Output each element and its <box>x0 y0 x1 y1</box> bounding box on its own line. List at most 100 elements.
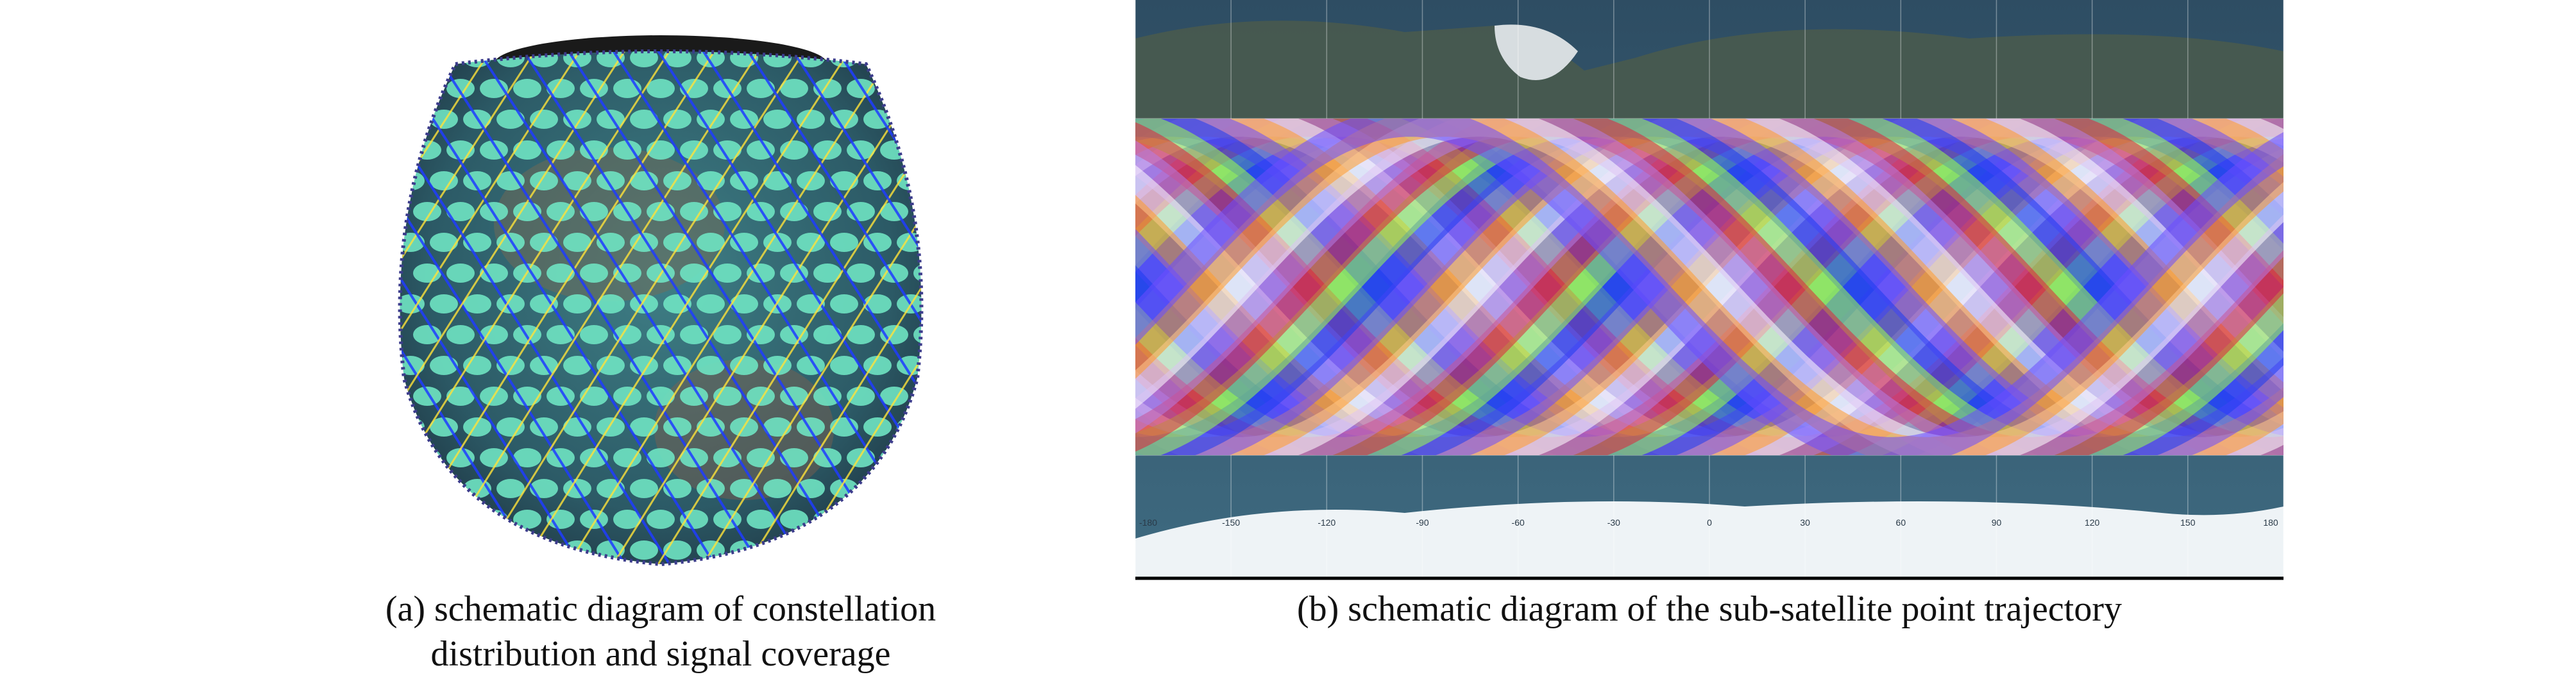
coverage-footprint <box>530 540 558 560</box>
coverage-footprint <box>597 417 625 437</box>
orbit-line-yellow <box>698 51 922 564</box>
orbit-line-blue <box>833 51 922 564</box>
coverage-footprint <box>680 202 708 221</box>
coverage-footprint <box>830 294 858 314</box>
ground-track <box>1135 119 2284 455</box>
coverage-footprint <box>513 140 541 160</box>
longitude-tick-label: 150 <box>2180 517 2196 528</box>
coverage-footprint <box>446 202 475 221</box>
coverage-footprint <box>680 264 708 283</box>
coverage-footprint <box>813 264 842 283</box>
longitude-tick-label: 90 <box>1992 517 2002 528</box>
coverage-footprint <box>413 140 441 160</box>
coverage-footprint <box>563 356 591 375</box>
constellation-globe <box>398 35 936 571</box>
orbit-line-yellow <box>788 51 922 564</box>
coverage-footprint <box>480 448 508 467</box>
coverage-footprint <box>400 110 425 129</box>
coverage-footprint <box>697 417 725 437</box>
globe-outline <box>398 49 924 567</box>
orbit-line-yellow <box>473 51 809 564</box>
longitude-tick-labels: -180 -150 -120 -90 -60 -30 0 30 60 90 120 150 180 <box>1139 517 2278 528</box>
coverage-footprint <box>513 448 541 467</box>
coverage-footprint <box>547 448 575 467</box>
coverage-footprint <box>400 417 425 437</box>
coverage-footprint <box>496 417 525 437</box>
coverage-footprint <box>713 325 741 344</box>
orbit-line-yellow <box>518 51 854 564</box>
coverage-footprint <box>530 171 558 190</box>
longitude-tick-label: 0 <box>1707 517 1712 528</box>
coverage-footprint <box>780 264 808 283</box>
coverage-footprint <box>847 510 875 529</box>
coverage-footprint <box>580 325 608 344</box>
caption-panel-b: (b) schematic diagram of the sub-satelli… <box>1135 587 2284 632</box>
coverage-footprint <box>880 79 908 98</box>
coverage-footprint <box>513 79 541 98</box>
coverage-footprint <box>913 448 922 467</box>
coverage-footprint <box>400 479 425 498</box>
coverage-footprint <box>547 202 575 221</box>
coverage-footprint <box>613 510 641 529</box>
antarctica <box>1135 501 2284 577</box>
orbit-line-yellow <box>400 51 630 564</box>
caption-b-text: (b) schematic diagram of the sub-satelli… <box>1297 589 2122 629</box>
coverage-footprint <box>697 294 725 314</box>
coverage-footprint <box>813 325 842 344</box>
coverage-footprint <box>647 387 675 406</box>
coverage-footprint <box>430 233 458 252</box>
orbit-line-yellow <box>400 51 585 564</box>
coverage-footprint <box>747 140 775 160</box>
coverage-footprint <box>697 479 725 498</box>
coverage-footprint <box>530 110 558 129</box>
coverage-footprint <box>763 110 792 129</box>
ground-track <box>1135 119 2284 455</box>
coverage-footprint <box>630 171 658 190</box>
coverage-footprint <box>647 448 675 467</box>
coverage-footprint <box>863 233 892 252</box>
coverage-footprint <box>413 510 441 529</box>
coverage-footprint <box>897 417 922 437</box>
coverage-footprint <box>763 540 792 560</box>
coverage-footprint <box>446 510 475 529</box>
coverage-footprint <box>730 294 758 314</box>
coverage-footprint <box>496 171 525 190</box>
coverage-footprint <box>446 387 475 406</box>
orbit-line-blue <box>924 45 936 571</box>
coverage-footprint <box>897 479 922 498</box>
coverage-footprint <box>913 140 922 160</box>
coverage-footprint <box>780 79 808 98</box>
coverage-footprint <box>430 294 458 314</box>
coverage-footprint <box>663 51 691 67</box>
orbit-line-yellow <box>428 51 765 564</box>
coverage-footprint <box>763 479 792 498</box>
coverage-footprint <box>813 387 842 406</box>
coverage-footprint <box>730 356 758 375</box>
longitude-tick-label: -30 <box>1607 517 1620 528</box>
coverage-footprint <box>580 202 608 221</box>
coverage-footprint <box>430 171 458 190</box>
orbit-line-blue <box>400 51 540 564</box>
coverage-footprint <box>830 356 858 375</box>
coverage-footprint <box>413 79 441 98</box>
coverage-footprint <box>913 325 922 344</box>
longitude-tick-label: 30 <box>1800 517 1810 528</box>
coverage-footprint <box>647 510 675 529</box>
ground-track <box>1135 119 2284 455</box>
coverage-footprint <box>847 264 875 283</box>
coverage-footprint <box>463 417 491 437</box>
coverage-footprint <box>400 171 425 190</box>
coverage-footprint <box>400 51 425 67</box>
coverage-footprint <box>763 417 792 437</box>
coverage-footprint <box>913 202 922 221</box>
coverage-footprint <box>663 356 691 375</box>
coverage-footprint <box>697 356 725 375</box>
coverage-footprint <box>880 510 908 529</box>
coverage-footprint <box>730 479 758 498</box>
coverage-footprint <box>597 294 625 314</box>
greenland <box>1495 24 1578 81</box>
coverage-footprint <box>496 540 525 560</box>
coverage-footprint <box>496 479 525 498</box>
orbit-line-yellow <box>924 45 936 571</box>
coverage-footprint <box>897 110 922 129</box>
